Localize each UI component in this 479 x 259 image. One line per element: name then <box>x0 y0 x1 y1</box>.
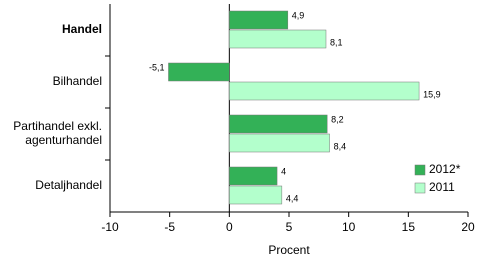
y-tick-label: Bilhandel <box>53 74 102 88</box>
bar <box>229 10 289 30</box>
x-tick-label: -10 <box>101 220 119 234</box>
x-tick-label: 0 <box>226 220 233 234</box>
value-label: 4,9 <box>292 10 305 20</box>
legend-label: 2012* <box>429 162 461 176</box>
x-tick-label: 15 <box>402 220 416 234</box>
y-tick-label: Handel <box>62 22 102 36</box>
legend-swatch <box>414 182 426 194</box>
value-label: 15,9 <box>423 89 441 99</box>
legend-swatch <box>414 164 426 176</box>
bar <box>229 185 283 205</box>
bar <box>229 133 330 153</box>
value-label: -5,1 <box>149 62 165 72</box>
bar <box>168 62 230 82</box>
x-axis-label: Procent <box>268 243 310 257</box>
value-label: 8,4 <box>334 141 347 151</box>
y-tick-label: Detaljhandel <box>35 178 102 192</box>
value-label: 4 <box>281 166 286 176</box>
x-tick-label: 10 <box>342 220 356 234</box>
value-label: 8,1 <box>330 37 343 47</box>
bar <box>229 29 327 49</box>
value-label: 8,2 <box>331 114 344 124</box>
x-tick-label: 5 <box>286 220 293 234</box>
x-tick-label: 20 <box>461 220 475 234</box>
bar <box>229 81 420 101</box>
bar <box>229 166 278 186</box>
value-label: 4,4 <box>286 193 299 203</box>
legend-label: 2011 <box>429 180 455 194</box>
bar <box>229 114 328 134</box>
y-tick-label: Partihandel exkl. agenturhandel <box>13 119 102 147</box>
x-tick-label: -5 <box>164 220 175 234</box>
